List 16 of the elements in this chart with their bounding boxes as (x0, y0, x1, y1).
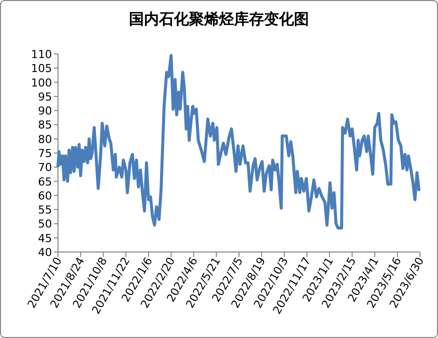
y-tick-label: 105 (31, 62, 52, 76)
y-tick-label: 40 (38, 246, 52, 259)
y-tick-label: 110 (31, 48, 52, 61)
y-tick-label: 70 (38, 161, 52, 174)
y-tick-label: 85 (38, 118, 52, 132)
y-tick-label: 65 (38, 175, 52, 188)
y-tick-label: 45 (38, 232, 52, 245)
y-tick-label: 60 (38, 189, 52, 202)
y-tick-label: 50 (38, 218, 52, 231)
y-tick-label: 95 (38, 90, 52, 104)
y-tick-label: 75 (38, 147, 52, 160)
y-tick-label: 100 (31, 76, 52, 90)
y-tick-label: 55 (38, 204, 52, 217)
y-tick-label: 80 (38, 132, 52, 146)
y-tick-label: 90 (38, 104, 52, 118)
chart-title: 国内石化聚烯烃库存变化图 (129, 10, 309, 28)
